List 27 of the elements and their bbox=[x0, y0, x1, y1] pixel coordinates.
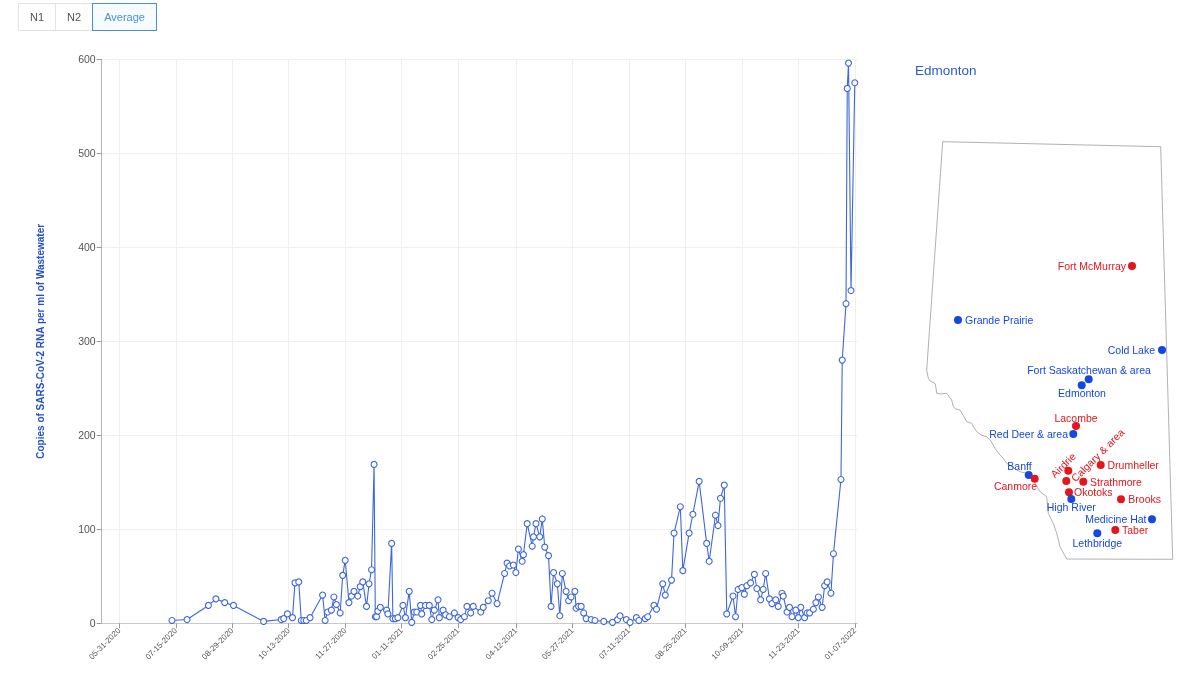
category-label: Drumheller bbox=[1107, 459, 1160, 471]
category-label: Cold Lake bbox=[1107, 344, 1156, 356]
y-tick-label: 200 bbox=[78, 429, 96, 442]
category-label: Edmonton bbox=[1058, 386, 1107, 399]
tab-button[interactable]: N2 bbox=[55, 3, 94, 31]
y-tick-label: 300 bbox=[78, 335, 96, 348]
category-label: Lethbridge bbox=[1072, 537, 1123, 550]
category-label: Brooks bbox=[1128, 493, 1161, 506]
y-tick-label: 600 bbox=[78, 53, 96, 66]
y-tick-label: 100 bbox=[78, 523, 96, 536]
category-label: Canmore bbox=[993, 479, 1038, 492]
category-label: Taber bbox=[1122, 524, 1149, 536]
y-axis-title: Copies of SARS-CoV-2 RNA per ml of Wastewater bbox=[35, 223, 47, 459]
category-label: Grande Prairie bbox=[965, 314, 1034, 326]
tab-button[interactable]: N1 bbox=[18, 3, 57, 31]
category-label: High River bbox=[1046, 501, 1097, 514]
category-label: Okotoks bbox=[1074, 486, 1113, 499]
category-label: Banff bbox=[1007, 460, 1032, 472]
category-label: Medicine Hat bbox=[1085, 513, 1147, 526]
y-tick-label: 500 bbox=[78, 147, 96, 160]
y-tick-label: 400 bbox=[78, 241, 96, 254]
y-tick-label: 0 bbox=[89, 617, 96, 630]
category-label: Fort Saskatchewan & area bbox=[1027, 364, 1152, 376]
category-label: Fort McMurray bbox=[1057, 260, 1127, 272]
category-label: Lacombe bbox=[1054, 412, 1098, 424]
text: Edmonton bbox=[915, 63, 977, 78]
category-label: Red Deer & area bbox=[989, 428, 1069, 440]
